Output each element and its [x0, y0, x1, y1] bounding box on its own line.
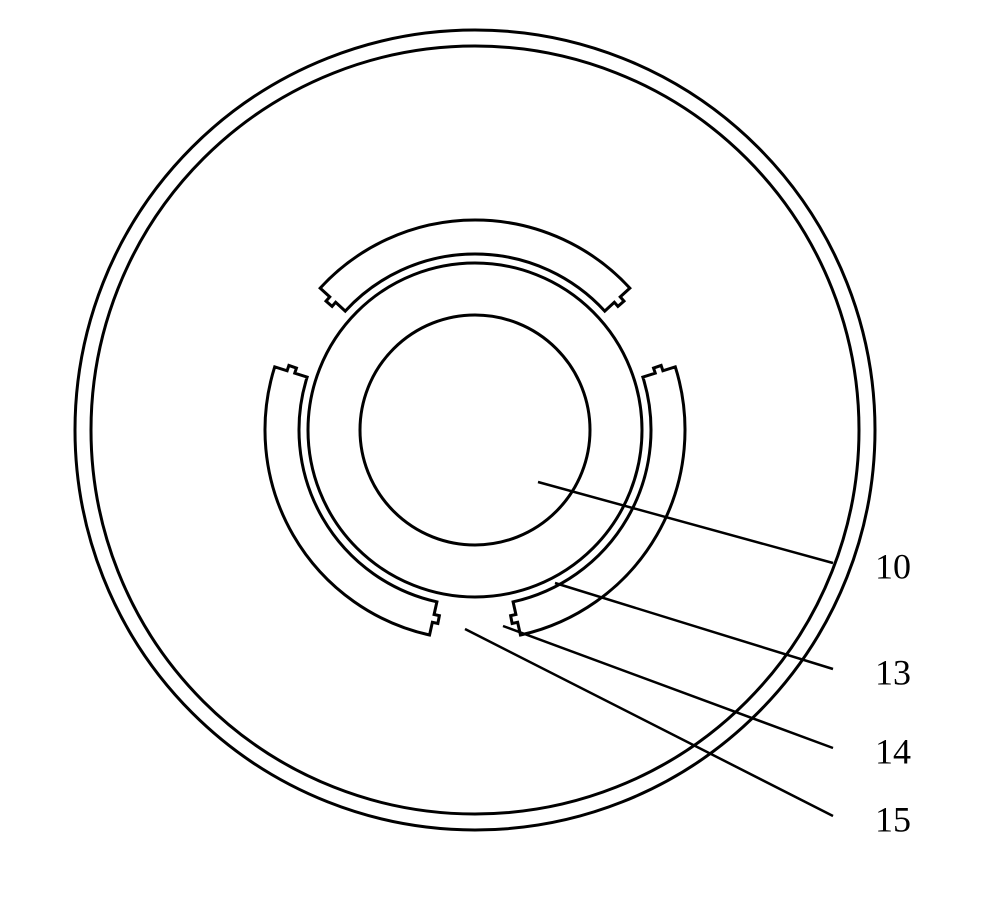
leader-line	[538, 482, 833, 563]
hub-outer-circle	[308, 263, 642, 597]
callout-label: 15	[875, 799, 911, 839]
callout-label: 14	[875, 731, 911, 771]
callout-label: 10	[875, 546, 911, 586]
callout-label: 13	[875, 652, 911, 692]
segment-ring-piece	[265, 365, 439, 635]
segment-ring-piece	[511, 365, 685, 635]
mechanical-diagram: 10 13 14 15	[0, 0, 1000, 900]
leader-line	[503, 626, 833, 748]
leader-line	[555, 583, 833, 669]
segment-ring-piece	[320, 220, 630, 311]
leader-line	[465, 629, 833, 816]
outer-circle	[75, 30, 875, 830]
outer-circle-inner	[91, 46, 859, 814]
hub-inner-circle	[360, 315, 590, 545]
